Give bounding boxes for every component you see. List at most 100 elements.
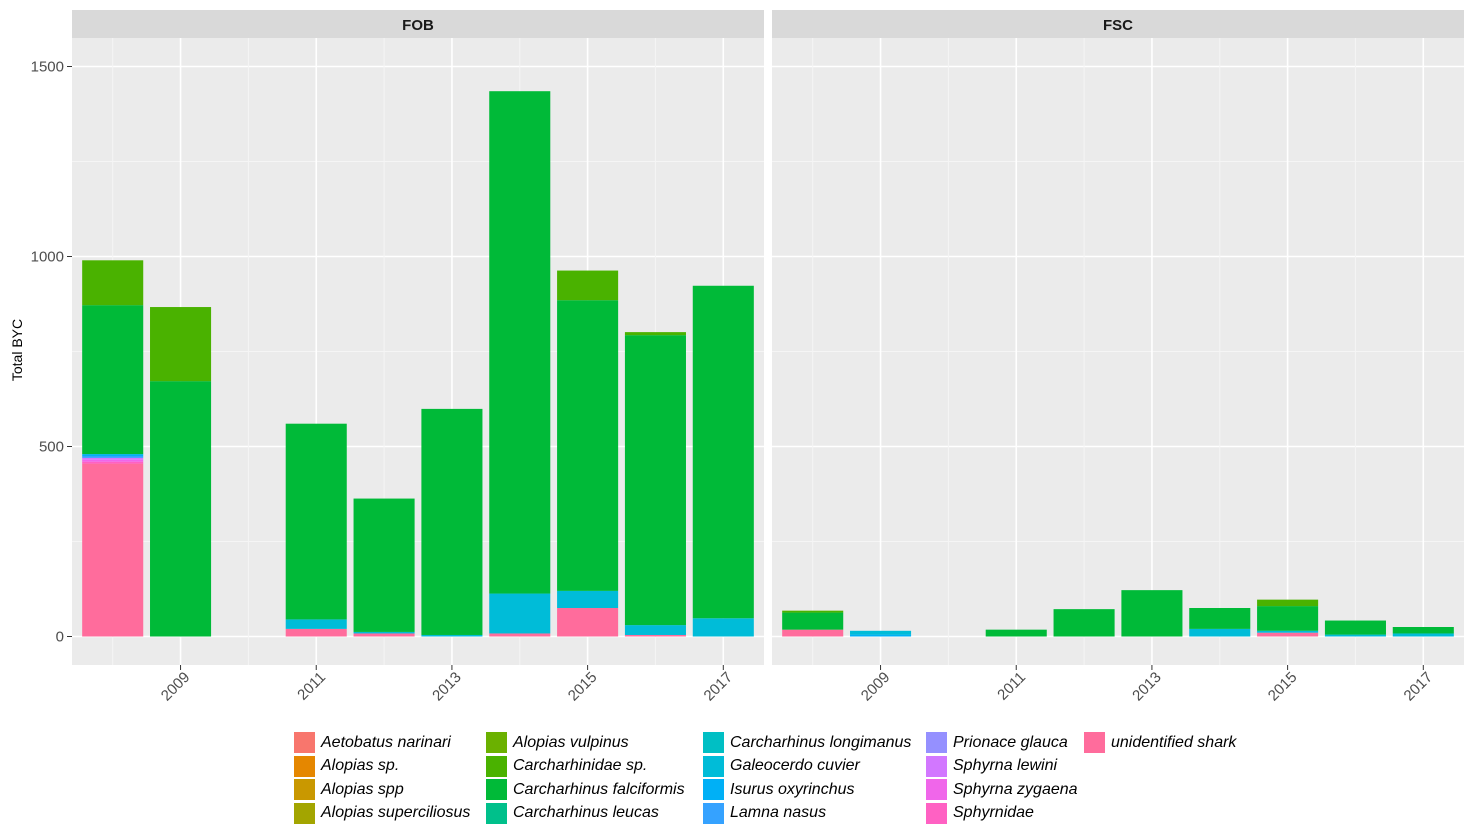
legend-item: Sphyrna zygaena xyxy=(926,778,1078,801)
legend: Aetobatus narinari Alopias sp. Alopias spp… xyxy=(294,731,1274,825)
bar-segment xyxy=(557,300,619,591)
bar-segment xyxy=(353,631,415,634)
bar-segment xyxy=(82,461,144,464)
bar-segment xyxy=(850,634,912,637)
legend-swatch xyxy=(294,732,315,753)
bar-segment xyxy=(1121,590,1183,637)
bar-segment xyxy=(82,459,144,462)
facet-strip-label: FOB xyxy=(402,17,434,34)
bar-segment xyxy=(557,590,619,608)
legend-swatch xyxy=(926,732,947,753)
legend-swatch xyxy=(703,802,724,824)
y-axis-title: Total BYC xyxy=(9,319,25,381)
legend-swatch xyxy=(926,755,947,777)
legend-label: unidentified shark xyxy=(1111,733,1237,751)
legend-item: Alopias superciliosus xyxy=(294,802,470,825)
legend-swatch xyxy=(294,779,315,800)
legend-swatch xyxy=(703,755,724,777)
bar-segment xyxy=(1189,608,1251,629)
legend-label: Sphyrna lewini xyxy=(953,757,1058,774)
bar-segment xyxy=(82,463,144,637)
bar-segment xyxy=(985,629,1047,637)
bar-segment xyxy=(624,634,686,637)
bar-segment xyxy=(489,91,551,594)
bar-segment xyxy=(1257,632,1319,637)
x-tick-label: 2015 xyxy=(565,669,601,705)
legend-label: Alopias superciliosus xyxy=(321,804,471,821)
legend-item: Prionace glauca xyxy=(926,731,1068,754)
bar-segment xyxy=(624,335,686,626)
y-tick-label: 0 xyxy=(56,629,64,646)
x-tick-label: 2013 xyxy=(429,669,465,705)
bar-segment xyxy=(82,457,144,460)
legend-swatch xyxy=(1084,732,1105,753)
x-tick-label: 2011 xyxy=(294,669,329,704)
bar-segment xyxy=(82,305,144,455)
bar-segment xyxy=(421,408,483,635)
legend-item: Carcharhinus longimanus xyxy=(703,731,911,754)
legend-swatch xyxy=(294,755,315,777)
bar-segment xyxy=(82,454,144,456)
y-tick-label: 500 xyxy=(39,439,64,456)
bar-segment xyxy=(285,619,347,629)
legend-label: Carcharhinidae sp. xyxy=(513,757,648,774)
x-tick-label: 2009 xyxy=(158,669,194,705)
legend-label: Alopias vulpinus xyxy=(513,733,629,751)
bar-segment xyxy=(624,332,686,336)
bar-segment xyxy=(692,285,754,619)
legend-swatch xyxy=(926,779,947,800)
bar-segment xyxy=(624,625,686,635)
bar-segment xyxy=(285,423,347,620)
legend-item: Sphyrna lewini xyxy=(926,755,1057,778)
bar-segment xyxy=(782,629,844,637)
bar-segment xyxy=(82,260,144,306)
legend-item: Aetobatus narinari xyxy=(294,731,451,754)
legend-swatch xyxy=(926,802,947,824)
bar-segment xyxy=(489,593,551,634)
bar-segment xyxy=(1257,606,1319,631)
y-tick-label: 1500 xyxy=(31,59,64,76)
legend-swatch xyxy=(703,732,724,753)
legend-item: Carcharhinus leucas xyxy=(486,802,659,825)
legend-label: Aetobatus narinari xyxy=(321,733,451,751)
legend-label: Lamna nasus xyxy=(730,804,827,821)
legend-label: Alopias spp xyxy=(321,780,404,798)
bar-segment xyxy=(285,628,347,637)
legend-swatch xyxy=(703,779,724,800)
bar-segment xyxy=(1324,634,1386,637)
legend-item: unidentified shark xyxy=(1084,731,1236,754)
x-tick-label: 2015 xyxy=(1265,669,1301,705)
bar-segment xyxy=(489,633,551,637)
facet-strip-label: FSC xyxy=(1103,17,1133,34)
bar-segment xyxy=(150,307,212,382)
legend-item: Lamna nasus xyxy=(703,802,826,825)
bar-segment xyxy=(82,456,144,458)
legend-item: Sphyrnidae xyxy=(926,802,1034,825)
bar-segment xyxy=(850,630,912,635)
legend-label: Carcharhinus leucas xyxy=(513,804,659,821)
legend-item: Alopias spp xyxy=(294,778,404,801)
bar-segment xyxy=(1257,599,1319,607)
legend-label: Galeocerdo cuvier xyxy=(730,757,860,774)
x-tick-label: 2017 xyxy=(1401,669,1437,705)
legend-item: Alopias sp. xyxy=(294,755,399,778)
y-tick-label: 1000 xyxy=(31,249,64,266)
bar-segment xyxy=(421,634,483,637)
bar-segment xyxy=(1257,630,1319,633)
legend-swatch xyxy=(486,755,507,777)
bar-segment xyxy=(1053,609,1115,637)
x-tick-label: 2009 xyxy=(858,669,894,705)
bar-segment xyxy=(557,608,619,637)
bar-segment xyxy=(692,618,754,637)
bar-segment xyxy=(353,633,415,637)
legend-label: Carcharhinus longimanus xyxy=(730,733,912,751)
x-tick-label: 2017 xyxy=(701,669,737,705)
bar-segment xyxy=(1324,620,1386,635)
legend-label: Prionace glauca xyxy=(953,733,1068,751)
bar-segment xyxy=(353,498,415,632)
bar-segment xyxy=(782,612,844,630)
bar-segment xyxy=(782,610,844,613)
legend-item: Galeocerdo cuvier xyxy=(703,755,860,778)
legend-label: Alopias sp. xyxy=(321,757,400,774)
legend-label: Sphyrnidae xyxy=(953,804,1034,821)
